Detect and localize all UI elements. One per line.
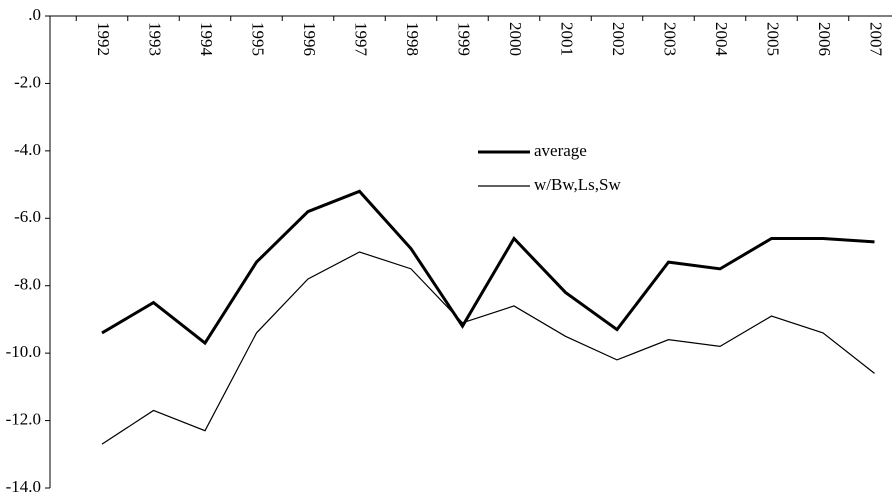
legend-label: average	[534, 141, 587, 160]
y-tick-label: .0	[28, 5, 41, 24]
x-tick-label: 2000	[506, 22, 525, 56]
x-tick-label: 2002	[609, 22, 628, 56]
legend-label: w/Bw,Ls,Sw	[534, 175, 621, 194]
x-tick-label: 1996	[300, 22, 319, 56]
y-tick-label: -6.0	[14, 207, 41, 226]
x-tick-label: 2004	[712, 22, 731, 57]
y-tick-label: -12.0	[6, 409, 41, 428]
x-tick-label: 2001	[558, 22, 577, 56]
x-tick-label: 1995	[249, 22, 268, 56]
x-tick-label: 2003	[661, 22, 680, 56]
y-tick-label: -14.0	[6, 477, 41, 495]
x-tick-label: 1993	[146, 22, 165, 56]
x-tick-label: 1994	[197, 22, 216, 57]
x-tick-label: 1997	[352, 22, 371, 57]
x-tick-label: 2007	[867, 22, 886, 57]
series-line	[101, 251, 875, 445]
y-tick-label: -2.0	[14, 72, 41, 91]
x-tick-label: 2006	[815, 22, 834, 56]
x-tick-label: 1992	[94, 22, 113, 56]
x-tick-label: 2005	[764, 22, 783, 56]
y-tick-label: -8.0	[14, 275, 41, 294]
y-tick-label: -4.0	[14, 140, 41, 159]
y-tick-label: -10.0	[6, 342, 41, 361]
series-line	[101, 189, 875, 346]
x-tick-label: 1999	[455, 22, 474, 56]
x-tick-label: 1998	[403, 22, 422, 56]
